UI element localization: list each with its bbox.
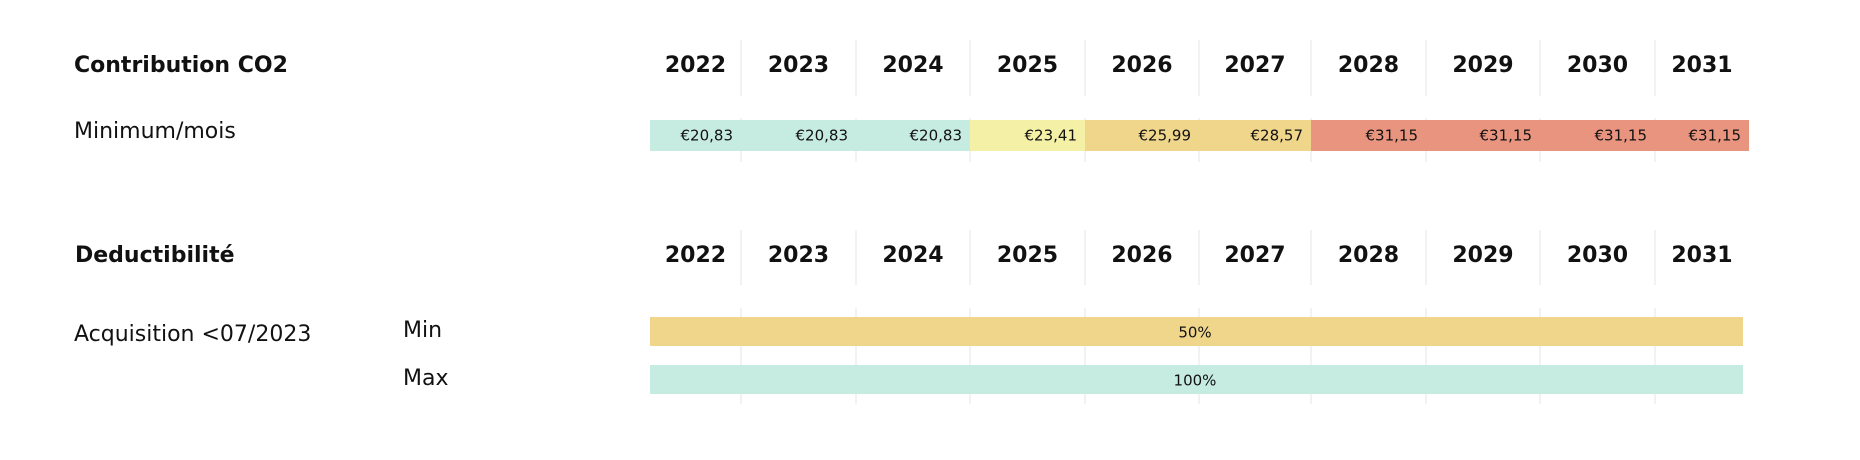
cell: [970, 120, 1085, 151]
section-title: Contribution CO2: [74, 53, 288, 78]
cell: [650, 120, 741, 151]
bar-value: 50%: [1178, 324, 1211, 342]
cell-value: €28,57: [1251, 127, 1304, 145]
cell-value: €31,15: [1366, 127, 1419, 145]
cell: [1085, 120, 1199, 151]
year-header: 2030: [1567, 53, 1628, 78]
year-header: 2029: [1452, 53, 1513, 78]
cell: [856, 120, 970, 151]
section-title: Deductibilité: [75, 243, 235, 268]
year-header: 2028: [1338, 243, 1399, 268]
cell-value: €20,83: [910, 127, 963, 145]
cell-value: €31,15: [1595, 127, 1648, 145]
cell: [1311, 120, 1426, 151]
row-label: Acquisition <07/2023: [74, 322, 311, 347]
cell: [1540, 120, 1655, 151]
year-header: 2028: [1338, 53, 1399, 78]
year-header: 2031: [1671, 243, 1732, 268]
cell: [1655, 120, 1749, 151]
cell: [741, 120, 856, 151]
year-header: 2024: [882, 243, 943, 268]
year-header: 2029: [1452, 243, 1513, 268]
bar: [650, 317, 1743, 346]
year-header: 2025: [997, 53, 1058, 78]
cell: [1426, 120, 1540, 151]
year-header: 2023: [768, 53, 829, 78]
year-header: 2027: [1224, 53, 1285, 78]
year-header: 2031: [1671, 53, 1732, 78]
year-header: 2022: [665, 53, 726, 78]
row-sublabel: Max: [403, 366, 448, 391]
bar-value: 100%: [1174, 372, 1217, 390]
year-header: 2026: [1111, 243, 1172, 268]
cell-value: €25,99: [1139, 127, 1192, 145]
year-header: 2023: [768, 243, 829, 268]
cell-value: €31,15: [1689, 127, 1742, 145]
year-header: 2026: [1111, 53, 1172, 78]
year-header: 2027: [1224, 243, 1285, 268]
year-header: 2025: [997, 243, 1058, 268]
bar: [650, 365, 1743, 394]
row-sublabel: Min: [403, 318, 442, 343]
year-header: 2022: [665, 243, 726, 268]
cell-value: €20,83: [796, 127, 849, 145]
cell: [1199, 120, 1311, 151]
cell-value: €31,15: [1480, 127, 1533, 145]
row-label: Minimum/mois: [74, 119, 236, 144]
cell-value: €23,41: [1025, 127, 1078, 145]
year-header: 2030: [1567, 243, 1628, 268]
cell-value: €20,83: [681, 127, 734, 145]
year-header: 2024: [882, 53, 943, 78]
